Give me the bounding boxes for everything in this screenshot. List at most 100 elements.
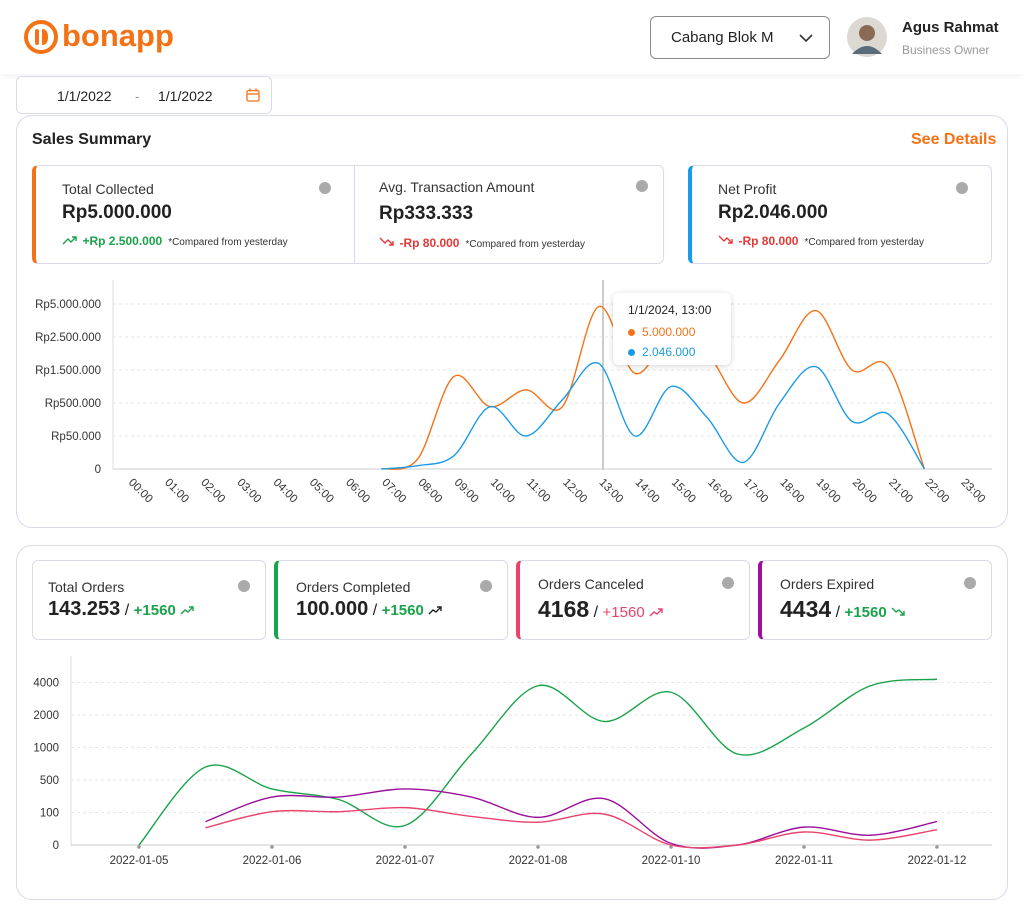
tooltip-value: 2.046.000	[642, 345, 696, 359]
x-tick-label: 19:00	[814, 477, 843, 506]
order-change: +1560	[133, 602, 176, 619]
x-tick-label: 07:00	[379, 477, 408, 506]
tooltip-value: 5.000.000	[642, 325, 696, 339]
order-card	[274, 560, 508, 640]
x-tick-label: 20:00	[850, 477, 879, 506]
order-separator: /	[835, 604, 841, 621]
avatar[interactable]	[846, 16, 888, 58]
trend-icon	[428, 606, 442, 615]
x-tick-label: 02:00	[198, 477, 227, 506]
x-tick-label: 12:00	[560, 477, 589, 506]
trend-up-icon	[62, 236, 77, 245]
logo-text: bonapp	[62, 18, 174, 53]
order-label: Orders Canceled	[538, 576, 644, 592]
tooltip-row: 2.046.000	[628, 345, 695, 359]
user-name: Agus Rahmat	[902, 19, 999, 36]
x-tick-label: 06:00	[343, 477, 372, 506]
stat-value: Rp5.000.000	[62, 202, 172, 223]
series-line	[205, 806, 938, 849]
calendar-icon	[246, 88, 260, 102]
stat-change-row: -Rp 80.000 *Compared from yesterday	[718, 232, 924, 250]
y-tick-label: 0	[53, 840, 59, 852]
order-value-row: 100.000 / +1560	[296, 598, 442, 621]
stat-card-group	[32, 165, 664, 264]
x-tick-dot	[935, 845, 939, 849]
user-role: Business Owner	[902, 43, 990, 57]
y-tick-label: 500	[40, 775, 59, 787]
trend-down-icon	[379, 237, 394, 246]
section-title: Sales Summary	[32, 131, 152, 148]
series-line	[381, 362, 925, 470]
stat-note: *Compared from yesterday	[465, 239, 585, 250]
x-tick-label: 14:00	[633, 477, 662, 506]
x-tick-label: 15:00	[669, 477, 698, 506]
branch-dropdown[interactable]: Cabang Blok M	[650, 16, 830, 59]
logo-icon	[24, 20, 58, 54]
see-details-link[interactable]: See Details	[911, 131, 997, 148]
y-tick-label: Rp50.000	[51, 431, 101, 443]
x-tick-label: 05:00	[307, 477, 336, 506]
order-card	[516, 560, 750, 640]
date-end: 1/1/2022	[158, 88, 213, 104]
x-tick-label: 21:00	[886, 477, 915, 506]
trend-icon	[891, 607, 905, 616]
x-tick-label: 08:00	[415, 477, 444, 506]
trend-down-icon	[718, 235, 733, 244]
order-value-row: 4168 / +1560	[538, 596, 663, 623]
order-separator: /	[372, 602, 378, 619]
stat-change-row: +Rp 2.500.000 *Compared from yesterday	[62, 232, 288, 250]
order-value: 143.253	[48, 598, 121, 620]
y-tick-label: Rp500.000	[45, 398, 101, 410]
stat-label: Avg. Transaction Amount	[379, 179, 535, 195]
y-tick-label: Rp2.500.000	[35, 332, 101, 344]
series-line	[205, 788, 938, 849]
date-range[interactable]: 1/1/2022 - 1/1/2022	[16, 76, 272, 114]
order-card	[32, 560, 266, 640]
stat-note: *Compared from yesterday	[804, 237, 924, 248]
x-tick-label: 01:00	[162, 477, 191, 506]
order-label: Orders Expired	[780, 576, 875, 592]
x-tick-label: 17:00	[741, 477, 770, 506]
x-tick-label: 2022-01-07	[376, 855, 435, 867]
order-label: Orders Completed	[296, 579, 411, 595]
x-tick-dot	[536, 845, 540, 849]
order-separator: /	[124, 602, 130, 619]
chevron	[799, 34, 813, 43]
x-tick-label: 2022-01-06	[243, 855, 302, 867]
order-value-row: 143.253 / +1560	[48, 598, 194, 621]
series-line	[138, 678, 938, 846]
x-tick-label: 18:00	[777, 477, 806, 506]
x-tick-label: 22:00	[922, 477, 951, 506]
y-tick-label: Rp5.000.000	[35, 299, 101, 311]
order-label: Total Orders	[48, 579, 125, 595]
x-tick-label: 00:00	[126, 477, 155, 506]
stat-change: -Rp 80.000	[399, 236, 460, 250]
x-tick-dot	[137, 845, 141, 849]
tooltip-row: 5.000.000	[628, 325, 695, 339]
x-tick-label: 2022-01-05	[110, 855, 169, 867]
date-separator: -	[135, 88, 140, 104]
order-value: 4434	[780, 596, 832, 622]
order-value-row: 4434 / +1560	[780, 596, 905, 623]
x-tick-label: 2022-01-12	[908, 855, 967, 867]
order-value: 100.000	[296, 598, 369, 620]
x-tick-label: 16:00	[705, 477, 734, 506]
y-tick-label: 2000	[33, 710, 59, 722]
stat-change: -Rp 80.000	[738, 234, 799, 248]
x-tick-dot	[270, 845, 274, 849]
trend-icon	[649, 608, 663, 617]
y-tick-label: 100	[40, 808, 59, 820]
y-tick-label: Rp1.500.000	[35, 365, 101, 377]
date-start: 1/1/2022	[57, 88, 112, 104]
stat-change-row: -Rp 80.000 *Compared from yesterday	[379, 234, 585, 252]
x-tick-dot	[669, 845, 673, 849]
order-change: +1560	[602, 604, 645, 621]
y-tick-label: 1000	[33, 743, 59, 755]
stat-card	[688, 165, 992, 264]
y-tick-label: 0	[95, 464, 101, 476]
order-separator: /	[593, 604, 599, 621]
tooltip-title: 1/1/2024, 13:00	[628, 303, 712, 317]
order-value: 4168	[538, 596, 590, 622]
